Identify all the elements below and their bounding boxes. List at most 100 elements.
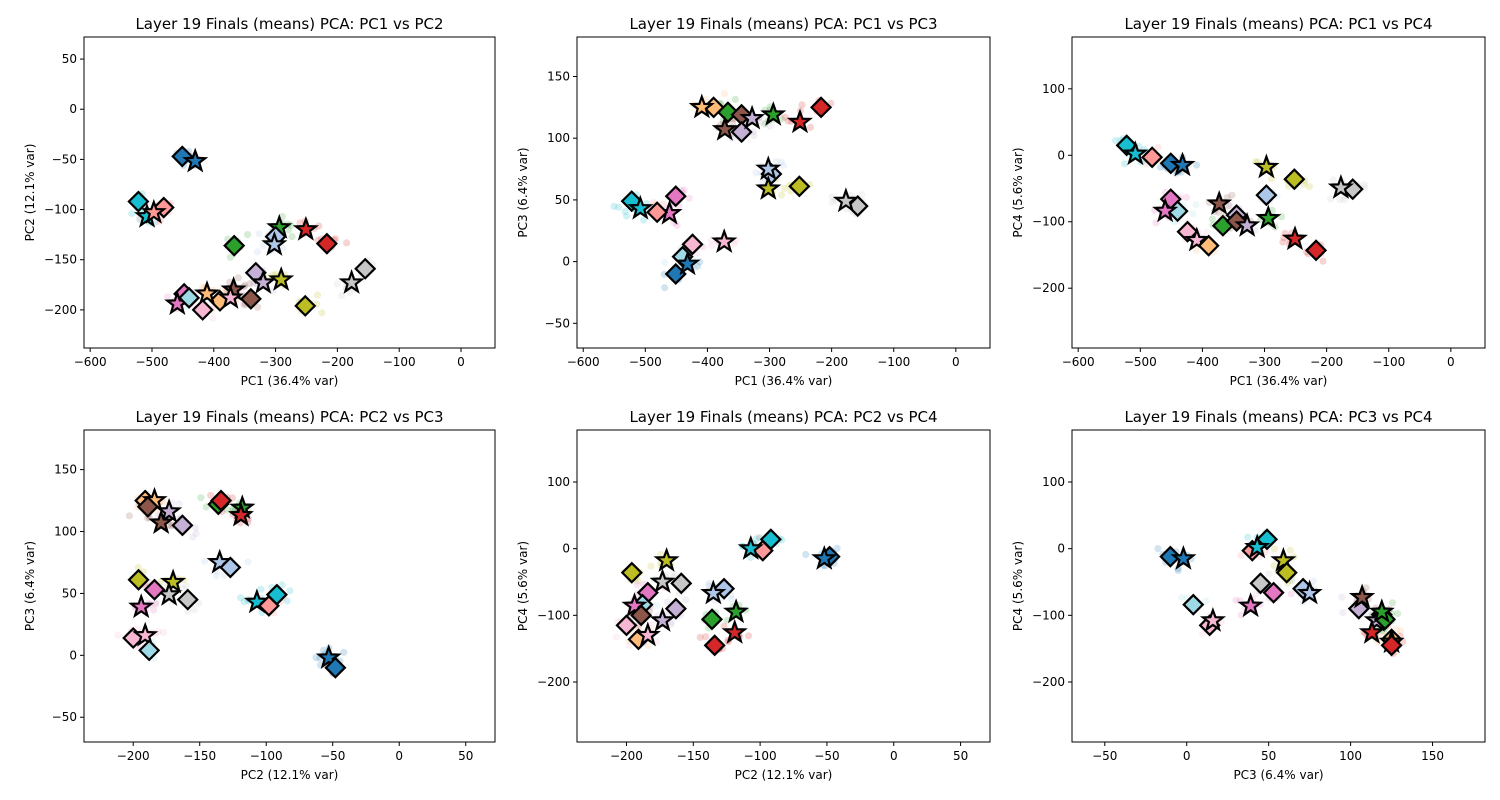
sample-point xyxy=(1226,202,1234,210)
sample-point xyxy=(184,607,192,616)
sample-point xyxy=(1265,570,1273,578)
sample-point xyxy=(1192,201,1200,209)
sample-point xyxy=(284,226,292,234)
sample-point xyxy=(340,648,348,656)
axes-frame xyxy=(576,429,991,743)
final-star-marker xyxy=(1253,153,1280,179)
x-tick-label: 50 xyxy=(458,749,473,763)
final-star-marker xyxy=(700,579,727,605)
axes-frame xyxy=(83,429,496,743)
sample-point xyxy=(720,622,728,630)
final-star-marker xyxy=(1358,618,1385,644)
final-star-marker xyxy=(627,194,654,220)
y-tick-label: −50 xyxy=(52,710,77,724)
sample-point xyxy=(730,240,738,248)
final-star-marker xyxy=(1349,583,1376,609)
sample-point xyxy=(283,597,291,605)
mean-diamond-marker xyxy=(615,614,638,637)
sample-point xyxy=(625,641,634,650)
y-tick-label: −100 xyxy=(537,608,570,622)
sample-point xyxy=(246,280,254,288)
mean-diamond-marker xyxy=(354,257,377,280)
sample-point xyxy=(833,544,841,553)
final-star-marker xyxy=(227,501,254,527)
sample-point xyxy=(1394,610,1402,618)
x-tick-label: −600 xyxy=(1062,355,1095,369)
final-star-marker xyxy=(1169,151,1196,177)
sample-point xyxy=(152,600,160,608)
x-tick-label: −600 xyxy=(567,355,600,369)
mean-diamond-marker xyxy=(664,185,687,208)
sample-point xyxy=(731,95,739,103)
sample-point xyxy=(1244,533,1252,541)
panel-title: Layer 19 Finals (means) PCA: PC1 vs PC4 xyxy=(1124,15,1432,33)
mean-diamond-marker xyxy=(324,656,347,679)
axes-frame xyxy=(83,36,496,349)
mean-diamond-marker xyxy=(1141,146,1164,169)
sample-point xyxy=(623,212,631,220)
mean-diamond-marker xyxy=(716,101,739,124)
sample-point xyxy=(612,633,620,641)
final-star-marker xyxy=(1183,226,1210,252)
sample-point xyxy=(858,191,866,199)
sample-point xyxy=(705,581,713,589)
mean-diamond-marker xyxy=(810,96,833,119)
plot-area xyxy=(1112,134,1369,265)
x-axis-label: PC1 (36.4% var) xyxy=(1230,374,1328,388)
x-tick-label: −200 xyxy=(1310,355,1343,369)
sample-point xyxy=(209,314,217,322)
sample-point xyxy=(296,219,304,227)
sample-point xyxy=(644,642,652,650)
y-tick-label: −200 xyxy=(44,303,77,317)
sample-point xyxy=(1309,577,1317,585)
sample-point xyxy=(621,207,629,216)
y-tick-label: 50 xyxy=(62,586,77,600)
sample-point xyxy=(128,209,136,218)
sample-point xyxy=(255,230,263,238)
mean-diamond-marker xyxy=(630,604,653,627)
sample-point xyxy=(772,157,780,166)
x-tick-label: −100 xyxy=(1372,355,1405,369)
sample-point xyxy=(253,248,262,256)
mean-diamond-marker xyxy=(176,588,199,611)
x-tick-label: −50 xyxy=(320,749,345,763)
sample-point xyxy=(1193,161,1201,169)
panel-title: Layer 19 Finals (means) PCA: PC1 vs PC2 xyxy=(135,15,443,33)
sample-point xyxy=(1360,181,1369,189)
x-tick-label: −100 xyxy=(383,355,416,369)
panel-title: Layer 19 Finals (means) PCA: PC3 vs PC4 xyxy=(1124,408,1432,426)
x-tick-label: 0 xyxy=(952,355,960,369)
final-star-marker xyxy=(649,606,676,632)
sample-point xyxy=(152,599,160,607)
mean-diamond-marker xyxy=(620,561,643,584)
y-tick-label: −50 xyxy=(52,152,77,166)
sample-point xyxy=(254,303,262,311)
sample-point xyxy=(190,606,198,614)
sample-point xyxy=(195,599,203,608)
final-star-marker xyxy=(156,497,183,523)
sample-point xyxy=(1336,196,1344,204)
mean-diamond-marker xyxy=(1283,168,1306,191)
sample-point xyxy=(766,122,774,130)
final-star-marker xyxy=(786,108,813,134)
sample-point xyxy=(244,558,252,566)
y-tick-label: 100 xyxy=(547,475,570,489)
final-star-marker xyxy=(755,175,782,200)
y-tick-label: 150 xyxy=(547,69,570,83)
sample-point xyxy=(312,654,320,662)
final-star-marker xyxy=(711,228,738,254)
mean-diamond-marker xyxy=(315,232,338,255)
x-tick-label: −50 xyxy=(814,749,839,763)
mean-diamond-marker xyxy=(1159,152,1182,175)
sample-point xyxy=(1154,143,1162,151)
sample-point xyxy=(828,193,837,201)
sample-point xyxy=(693,262,702,270)
x-tick-label: −150 xyxy=(677,749,710,763)
sample-point xyxy=(125,512,133,520)
x-tick-label: 50 xyxy=(1261,749,1276,763)
sample-point xyxy=(1327,195,1335,203)
sample-point xyxy=(189,533,197,541)
sample-point xyxy=(633,581,641,589)
final-star-marker xyxy=(634,621,661,647)
